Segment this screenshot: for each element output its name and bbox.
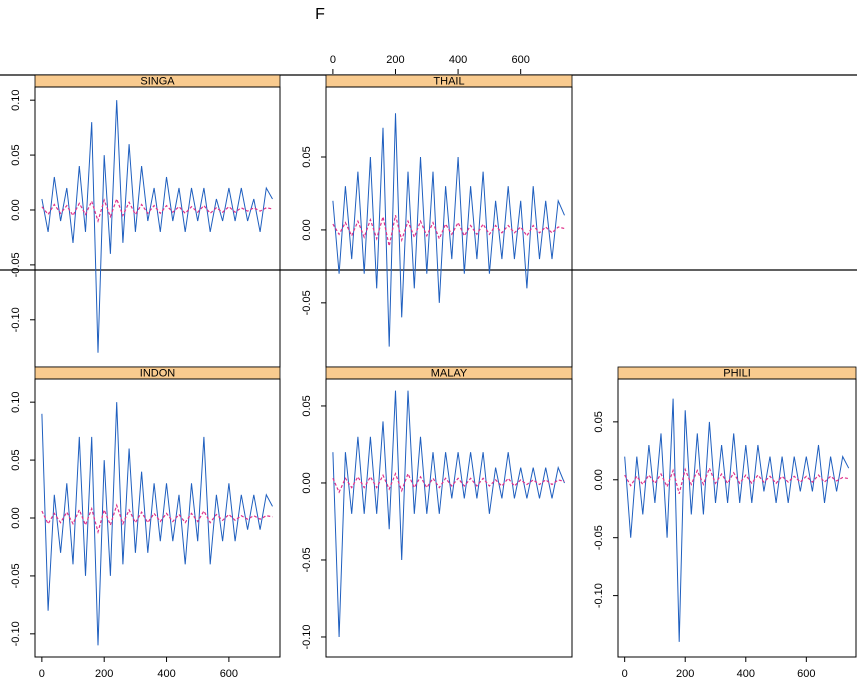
y-tick-label: 0.00 xyxy=(10,199,22,220)
y-tick-label: 0.10 xyxy=(10,89,22,110)
y-tick-label: 0.10 xyxy=(10,391,22,412)
x-tick-label: 0 xyxy=(622,668,628,680)
series-line xyxy=(332,215,565,247)
y-tick-label: -0.10 xyxy=(10,307,22,332)
series-line xyxy=(41,402,273,646)
strip-label: THAIL xyxy=(433,75,464,87)
y-tick-label: -0.10 xyxy=(593,583,605,608)
panel-frame xyxy=(617,378,857,658)
strip-label: SINGA xyxy=(140,75,175,87)
x-tick-label: 400 xyxy=(737,668,755,680)
y-tick-label: 0.05 xyxy=(10,144,22,165)
x-tick-label: 600 xyxy=(511,54,529,66)
y-tick-label: 0.05 xyxy=(301,395,313,416)
x-tick-label: 0 xyxy=(39,668,45,680)
x-tick-label: 200 xyxy=(676,668,694,680)
strip-label: MALAY xyxy=(431,367,468,379)
page-title: F xyxy=(315,6,325,23)
x-tick-label: 600 xyxy=(797,668,815,680)
series-line xyxy=(624,466,849,494)
y-tick-label: -0.05 xyxy=(10,563,22,588)
y-tick-label: 0.00 xyxy=(10,507,22,528)
x-tick-label: 200 xyxy=(95,668,113,680)
y-tick-label: -0.05 xyxy=(301,290,313,315)
series-line xyxy=(41,503,273,535)
x-tick-label: 400 xyxy=(157,668,175,680)
y-tick-label: 0.05 xyxy=(593,411,605,432)
y-tick-label: -0.10 xyxy=(10,621,22,646)
y-tick-label: 0.00 xyxy=(301,219,313,240)
strip-label: PHILI xyxy=(723,367,751,379)
y-tick-label: 0.00 xyxy=(593,469,605,490)
series-line xyxy=(332,472,565,494)
x-tick-label: 0 xyxy=(330,54,336,66)
y-tick-label: -0.05 xyxy=(301,547,313,572)
x-tick-label: 200 xyxy=(386,54,404,66)
y-tick-label: 0.05 xyxy=(10,449,22,470)
y-tick-label: -0.05 xyxy=(10,252,22,277)
y-tick-label: 0.05 xyxy=(301,146,313,167)
strip-label: INDON xyxy=(140,367,176,379)
series-line xyxy=(624,398,850,642)
series-line xyxy=(332,390,565,638)
y-tick-label: -0.10 xyxy=(301,624,313,649)
y-tick-label: 0.00 xyxy=(301,472,313,493)
y-tick-label: -0.05 xyxy=(593,525,605,550)
series-line xyxy=(332,113,565,347)
series-line xyxy=(41,197,273,224)
panel-frame xyxy=(325,378,573,658)
x-tick-label: 600 xyxy=(220,668,238,680)
x-tick-label: 400 xyxy=(449,54,467,66)
